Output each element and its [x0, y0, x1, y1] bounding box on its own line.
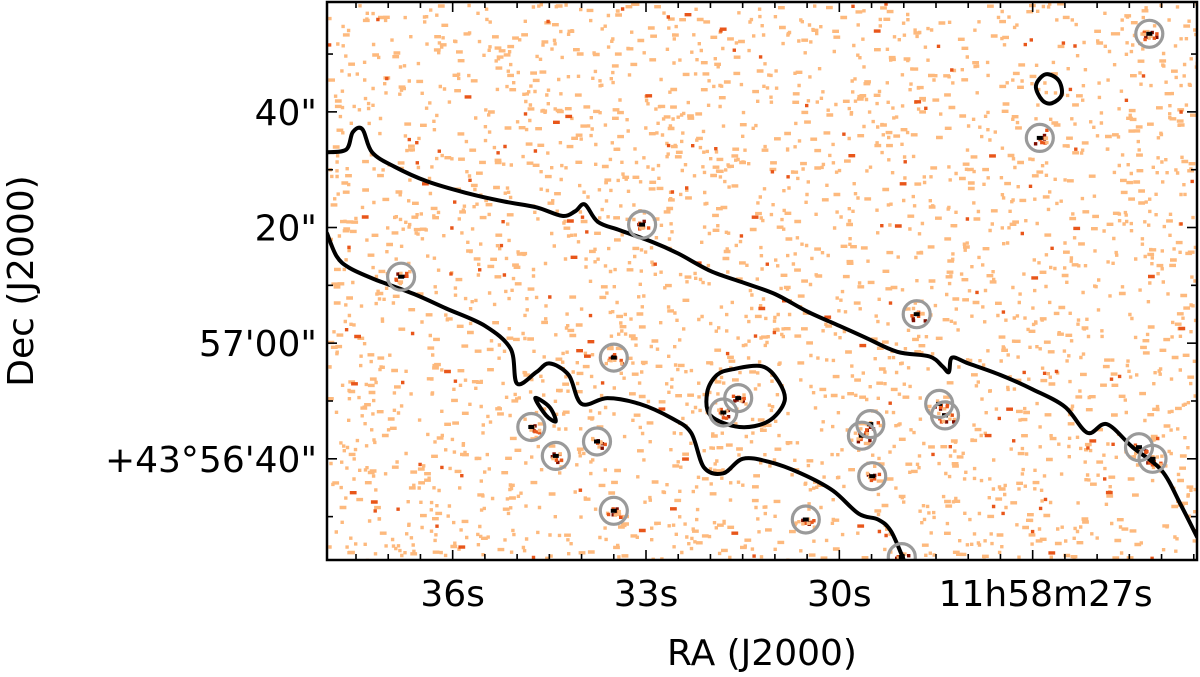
source-marker-4 [901, 299, 932, 330]
source-marker-2 [626, 209, 658, 240]
source-emission [717, 407, 731, 420]
tick-label-layer: 36s 33s 30s 11h58m27s 40" 20" 57'00" +43°56'40" [105, 93, 1153, 615]
source-marker-21 [886, 542, 917, 560]
source-marker-1 [386, 261, 417, 292]
source-emission [1033, 133, 1049, 146]
source-emission [608, 353, 624, 366]
source-marker-layer [386, 18, 1168, 560]
source-marker-19 [598, 495, 629, 526]
source-marker-20 [790, 504, 821, 535]
x-tick-label: 33s [614, 574, 679, 615]
source-emission [801, 517, 816, 526]
y-tick-label: 20" [255, 209, 317, 250]
source-emission [910, 310, 927, 323]
source-marker-10 [540, 440, 571, 471]
source-marker-9 [516, 411, 547, 443]
contour-layer [327, 72, 1197, 560]
source-marker-5 [1024, 122, 1055, 153]
y-tick-label: +43°56'40" [105, 440, 317, 481]
contour-line-4 [1033, 72, 1064, 106]
source-marker-14 [857, 461, 888, 492]
source-emission [1142, 30, 1159, 42]
source-marker-3 [598, 342, 629, 373]
source-emission [865, 471, 882, 483]
contour-line-2 [327, 231, 906, 560]
source-marker-11 [581, 426, 613, 457]
source-emission [394, 271, 409, 285]
source-emission [591, 436, 607, 450]
contour-line-1 [327, 125, 1197, 539]
source-marker-6 [1134, 18, 1165, 49]
x-tick-label: 36s [420, 574, 485, 615]
x-tick-label: 30s [807, 574, 872, 615]
contour-line-5 [533, 395, 558, 424]
source-emission [731, 393, 748, 406]
y-axis-label: Dec (J2000) [1, 175, 42, 386]
contour-line-3 [704, 363, 787, 430]
source-emission [528, 424, 542, 435]
y-tick-label: 40" [255, 93, 317, 134]
source-emission [637, 219, 651, 231]
source-marker-13 [846, 420, 878, 451]
source-marker-18 [1137, 443, 1168, 474]
source-marker-16 [929, 400, 961, 431]
x-tick-label: 11h58m27s [939, 574, 1153, 615]
plot-frame [325, 0, 1199, 562]
source-emission [606, 507, 623, 519]
source-emission [550, 452, 564, 465]
x-axis-label: RA (J2000) [667, 633, 857, 674]
plot-area-background [327, 2, 1197, 560]
source-marker-8 [708, 397, 739, 428]
y-tick-label: 57'00" [199, 324, 317, 365]
